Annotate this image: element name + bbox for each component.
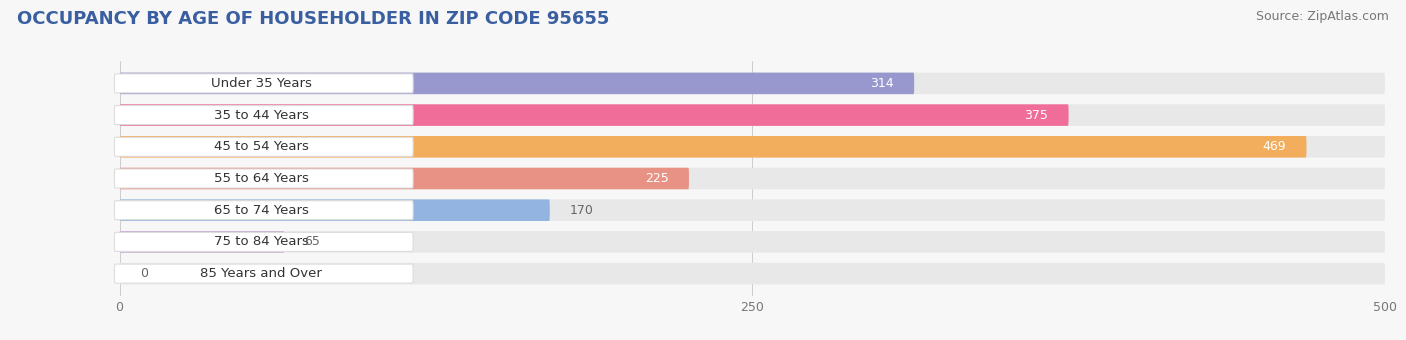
Text: 65: 65 bbox=[304, 235, 321, 249]
FancyBboxPatch shape bbox=[120, 231, 1385, 253]
FancyBboxPatch shape bbox=[120, 263, 1385, 284]
FancyBboxPatch shape bbox=[114, 137, 413, 156]
Text: 469: 469 bbox=[1263, 140, 1286, 153]
FancyBboxPatch shape bbox=[120, 73, 1385, 94]
Text: OCCUPANCY BY AGE OF HOUSEHOLDER IN ZIP CODE 95655: OCCUPANCY BY AGE OF HOUSEHOLDER IN ZIP C… bbox=[17, 10, 609, 28]
Text: Source: ZipAtlas.com: Source: ZipAtlas.com bbox=[1256, 10, 1389, 23]
Text: 0: 0 bbox=[139, 267, 148, 280]
FancyBboxPatch shape bbox=[120, 200, 550, 221]
FancyBboxPatch shape bbox=[120, 73, 914, 94]
Text: 65 to 74 Years: 65 to 74 Years bbox=[214, 204, 309, 217]
Text: 170: 170 bbox=[569, 204, 593, 217]
Text: 225: 225 bbox=[645, 172, 669, 185]
FancyBboxPatch shape bbox=[120, 136, 1385, 157]
Text: 45 to 54 Years: 45 to 54 Years bbox=[214, 140, 309, 153]
FancyBboxPatch shape bbox=[120, 104, 1069, 126]
FancyBboxPatch shape bbox=[114, 233, 413, 251]
Text: 75 to 84 Years: 75 to 84 Years bbox=[214, 235, 309, 249]
FancyBboxPatch shape bbox=[120, 168, 689, 189]
Text: 85 Years and Over: 85 Years and Over bbox=[200, 267, 322, 280]
FancyBboxPatch shape bbox=[120, 136, 1306, 157]
FancyBboxPatch shape bbox=[114, 106, 413, 124]
Text: 314: 314 bbox=[870, 77, 894, 90]
Text: 375: 375 bbox=[1025, 108, 1049, 122]
FancyBboxPatch shape bbox=[120, 168, 1385, 189]
FancyBboxPatch shape bbox=[114, 264, 413, 283]
FancyBboxPatch shape bbox=[120, 104, 1385, 126]
FancyBboxPatch shape bbox=[114, 201, 413, 220]
FancyBboxPatch shape bbox=[120, 231, 284, 253]
FancyBboxPatch shape bbox=[114, 74, 413, 93]
Text: Under 35 Years: Under 35 Years bbox=[211, 77, 312, 90]
FancyBboxPatch shape bbox=[120, 200, 1385, 221]
Text: 35 to 44 Years: 35 to 44 Years bbox=[214, 108, 309, 122]
FancyBboxPatch shape bbox=[114, 169, 413, 188]
Text: 55 to 64 Years: 55 to 64 Years bbox=[214, 172, 309, 185]
